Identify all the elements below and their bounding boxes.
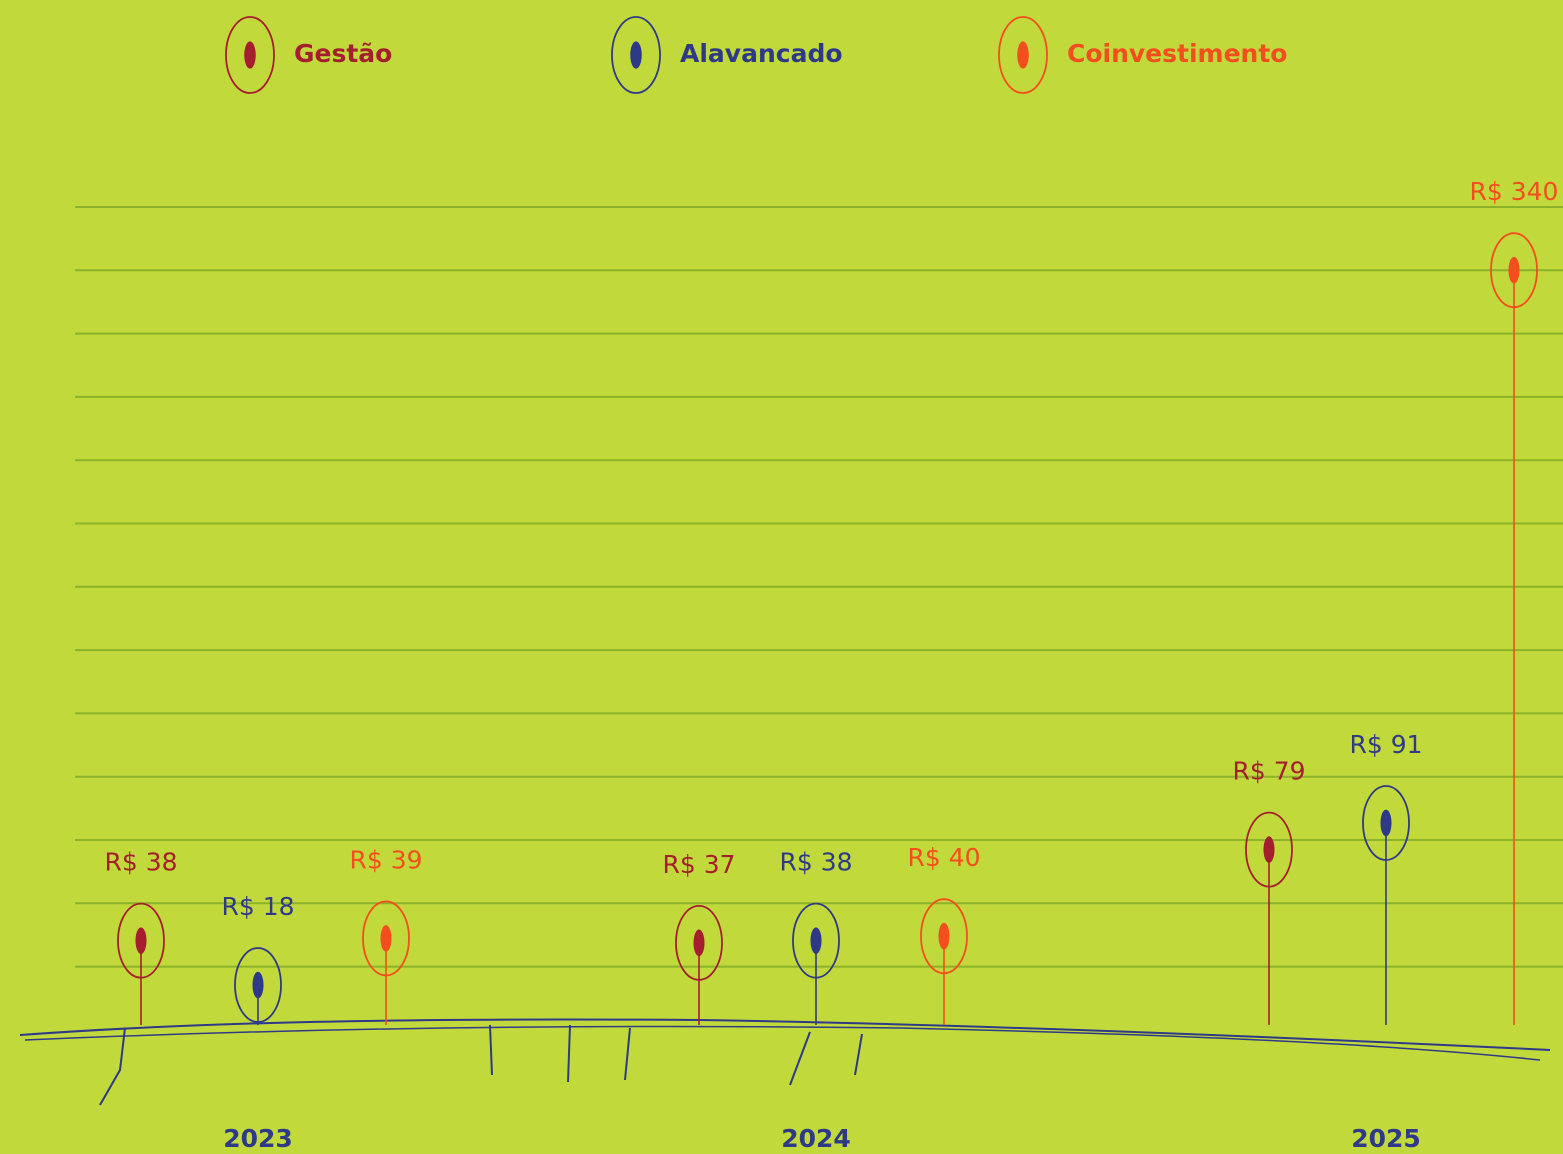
x-tick-label: 2024: [781, 1124, 851, 1153]
ground-crack: [624, 1027, 631, 1081]
ground-crack: [489, 1024, 493, 1076]
legend-label: Alavancado: [680, 39, 843, 68]
value-label: R$ 18: [221, 892, 294, 921]
marker-ring: [920, 898, 968, 975]
marker-ring: [362, 900, 410, 977]
legend-dot: [1017, 41, 1029, 69]
marker-ring: [1245, 811, 1293, 888]
ground-crack: [99, 1027, 126, 1106]
marker-ring: [998, 16, 1048, 94]
value-label: R$ 40: [907, 843, 980, 872]
value-label: R$ 39: [349, 845, 422, 874]
value-label: R$ 38: [779, 848, 852, 877]
value-label: R$ 79: [1232, 757, 1305, 786]
lollipop-dot: [810, 927, 822, 954]
value-label: R$ 38: [104, 848, 177, 877]
x-tick-label: 2025: [1351, 1124, 1421, 1153]
ground-crack: [789, 1031, 811, 1086]
legend: Gestão Alavancado Coinvestimento: [225, 16, 1287, 94]
marker-ring: [1490, 232, 1538, 309]
notebook-lines: [75, 206, 1563, 968]
value-label: R$ 37: [662, 850, 735, 879]
marker-ring: [792, 902, 840, 979]
plot: 2023 R$ 38 R$ 18 R$ 39 2024 R$ 37 R$ 38 R$ 40 20…: [104, 177, 1558, 1153]
value-label: R$ 340: [1470, 177, 1559, 206]
ground-line: [19, 1018, 1551, 1106]
lollipop-dot: [1263, 836, 1275, 863]
lollipop-dot: [693, 929, 705, 957]
lollipop-dot: [1508, 256, 1520, 284]
legend-label: Gestão: [294, 39, 392, 68]
legend-dot: [630, 41, 642, 69]
lollipop-dot: [252, 971, 264, 999]
marker-ring: [675, 904, 723, 981]
ground-stroke: [19, 1018, 1551, 1051]
marker-ring: [234, 947, 282, 1023]
marker-ring: [225, 16, 275, 94]
lollipop-dot: [380, 925, 392, 952]
lollipop-dot: [135, 927, 147, 954]
marker-ring: [1362, 785, 1410, 861]
marker-ring: [611, 16, 661, 94]
ground-crack: [567, 1024, 571, 1083]
x-tick-label: 2023: [223, 1124, 293, 1153]
legend-dot: [244, 41, 256, 69]
lollipop-dot: [938, 922, 950, 950]
lollipop-dot: [1380, 809, 1392, 837]
ground-crack: [854, 1033, 863, 1076]
ground-stroke: [24, 1025, 1541, 1061]
value-label: R$ 91: [1349, 730, 1422, 759]
legend-label: Coinvestimento: [1067, 39, 1287, 68]
marker-ring: [117, 902, 165, 979]
